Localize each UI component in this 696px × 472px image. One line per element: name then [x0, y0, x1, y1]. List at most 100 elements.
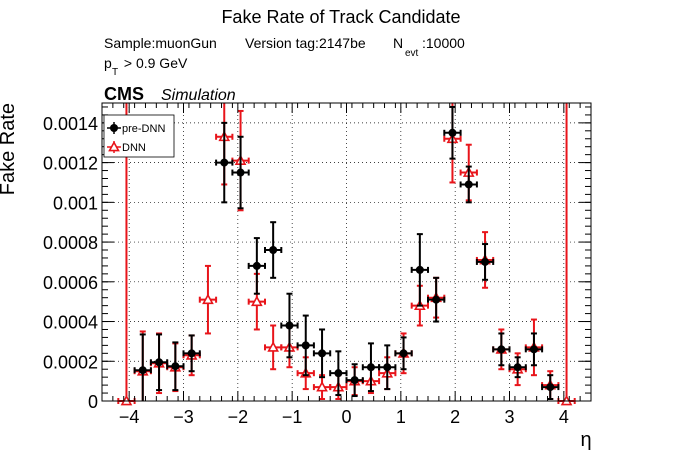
data-point — [149, 333, 169, 392]
data-point-marker — [138, 366, 147, 375]
y-tick-label: 0.0014 — [43, 114, 98, 134]
x-tick-label: 2 — [450, 407, 460, 427]
data-point — [247, 237, 266, 295]
data-point-marker — [399, 349, 408, 358]
data-point — [329, 350, 348, 397]
y-tick-label: 0.0012 — [43, 154, 98, 174]
data-point — [264, 324, 283, 371]
y-tick-label: 0.0006 — [43, 273, 98, 293]
data-point — [312, 374, 332, 401]
pt-base: p — [104, 55, 112, 71]
y-tick-label: 0.001 — [53, 193, 98, 213]
data-point — [231, 135, 250, 210]
legend-entry: DNN — [107, 140, 146, 154]
x-tick-label: −4 — [119, 407, 140, 427]
grid — [102, 103, 591, 401]
data-point-marker — [171, 362, 180, 371]
data-point-marker — [285, 321, 294, 330]
data-point — [394, 336, 413, 371]
x-tick-label: 4 — [559, 407, 569, 427]
data-point-marker — [366, 363, 375, 372]
data-point-marker — [529, 345, 538, 354]
data-point — [378, 344, 397, 391]
data-point-marker — [202, 293, 214, 305]
data-point — [524, 332, 544, 367]
x-tick-label: 1 — [396, 407, 406, 427]
x-tick-label: −3 — [173, 407, 194, 427]
data-point — [557, 103, 576, 406]
data-point-marker — [269, 246, 278, 255]
data-point — [541, 374, 560, 401]
x-tick-label: −1 — [282, 407, 303, 427]
data-point — [264, 221, 283, 279]
pt-sub: T — [112, 67, 118, 78]
data-point-marker — [318, 349, 327, 358]
data-point-marker — [252, 261, 261, 270]
cms-label: CMS — [104, 84, 144, 104]
data-point — [198, 264, 218, 335]
data-point-marker — [316, 380, 328, 392]
data-point-marker — [334, 369, 343, 378]
data-point-marker — [546, 383, 555, 392]
legend-label: pre-DNN — [122, 123, 165, 135]
data-point — [492, 332, 511, 367]
data-point — [443, 105, 462, 160]
data-point-marker — [110, 124, 118, 132]
data-point — [280, 292, 299, 359]
pt-rest: > 0.9 GeV — [120, 55, 188, 71]
data-point-marker — [464, 180, 473, 189]
data-point — [410, 233, 429, 307]
chart-title: Fake Rate of Track Candidate — [221, 7, 460, 27]
y-tick-label: 0.0004 — [43, 313, 98, 333]
data-point — [182, 334, 201, 373]
sample-text: Sample:muonGun — [104, 35, 217, 51]
data-point-marker — [108, 140, 120, 152]
data-point — [215, 121, 234, 204]
legend-label: DNN — [122, 142, 146, 154]
sample-label: Sample:muonGun Version tag:2147be Nevt:100… — [104, 35, 465, 59]
data-point-marker — [481, 257, 490, 266]
simulation-label: Simulation — [161, 87, 236, 104]
data-point-marker — [250, 295, 263, 307]
data-point-marker — [383, 363, 392, 372]
data-point-marker — [497, 345, 506, 354]
data-point-marker — [187, 349, 196, 358]
x-axis-title: η — [580, 429, 591, 451]
x-tick-label: 0 — [341, 407, 351, 427]
y-tick-label: 0.0008 — [43, 233, 98, 253]
series-layer — [117, 103, 576, 406]
data-point — [345, 363, 364, 398]
data-point-marker — [267, 341, 280, 352]
axes: −4 −3 −2 −1 0 1 2 3 4 0 0.0002 0.0004 0.0006 0.0008 0.… — [43, 103, 592, 427]
data-point-marker — [301, 341, 310, 350]
data-point — [133, 333, 152, 401]
data-point-marker — [415, 265, 424, 274]
data-point — [166, 341, 185, 392]
y-tick-label: 0 — [88, 392, 98, 412]
x-tick-label: 3 — [504, 407, 514, 427]
data-point-marker — [513, 363, 522, 372]
data-point-marker — [448, 128, 457, 137]
x-tick-label: −2 — [228, 407, 249, 427]
data-point — [361, 342, 381, 393]
version-text: Version tag:2147be — [245, 35, 366, 51]
y-tick-label: 0.0002 — [43, 352, 98, 372]
pt-cut-label: pT > 0.9 GeV — [104, 55, 188, 78]
data-point — [312, 328, 332, 379]
data-point — [475, 243, 495, 281]
data-point — [459, 165, 478, 204]
nevt-sub: evt — [405, 48, 419, 59]
nevt-n: N — [393, 35, 403, 51]
data-point-marker — [432, 295, 441, 304]
data-point — [427, 276, 446, 323]
series-pre-dnn — [133, 105, 560, 401]
nevt-value: :10000 — [422, 35, 465, 51]
y-axis-title: Fake Rate — [0, 103, 19, 195]
legend-entry: pre-DNN — [107, 122, 165, 135]
data-point — [296, 314, 315, 377]
data-point-marker — [350, 376, 359, 385]
data-point-marker — [155, 358, 164, 367]
data-point — [508, 356, 527, 379]
